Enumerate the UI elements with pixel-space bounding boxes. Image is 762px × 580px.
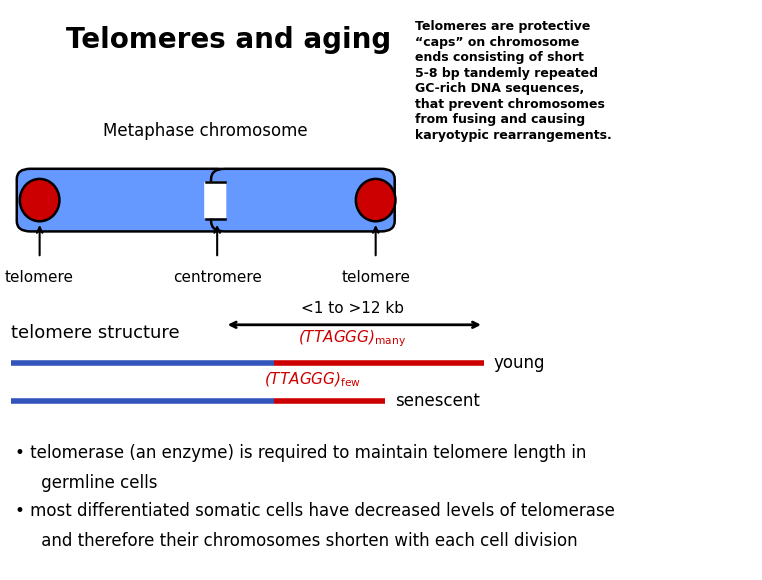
Text: young: young (494, 353, 546, 372)
Text: Metaphase chromosome: Metaphase chromosome (104, 121, 308, 140)
Ellipse shape (20, 179, 59, 222)
FancyBboxPatch shape (17, 169, 231, 231)
Text: (TTAGGG)$_{\mathrm{few}}$: (TTAGGG)$_{\mathrm{few}}$ (264, 370, 361, 389)
Text: • most differentiated somatic cells have decreased levels of telomerase: • most differentiated somatic cells have… (15, 502, 615, 520)
Text: (TTAGGG)$_{\mathrm{many}}$: (TTAGGG)$_{\mathrm{many}}$ (298, 328, 406, 349)
Text: and therefore their chromosomes shorten with each cell division: and therefore their chromosomes shorten … (15, 532, 578, 550)
Text: • telomerase (an enzyme) is required to maintain telomere length in: • telomerase (an enzyme) is required to … (15, 444, 587, 462)
Text: telomere: telomere (341, 270, 410, 285)
Text: telomere structure: telomere structure (11, 324, 180, 343)
Text: germline cells: germline cells (15, 474, 158, 492)
Text: Telomeres are protective
“caps” on chromosome
ends consisting of short
5-8 bp ta: Telomeres are protective “caps” on chrom… (415, 20, 612, 142)
Text: senescent: senescent (395, 392, 479, 411)
Text: telomere: telomere (5, 270, 74, 285)
Ellipse shape (356, 179, 395, 222)
Text: <1 to >12 kb: <1 to >12 kb (300, 301, 404, 316)
FancyBboxPatch shape (204, 182, 226, 219)
Text: centromere: centromere (173, 270, 261, 285)
Text: Telomeres and aging: Telomeres and aging (66, 26, 391, 54)
FancyBboxPatch shape (211, 169, 395, 231)
